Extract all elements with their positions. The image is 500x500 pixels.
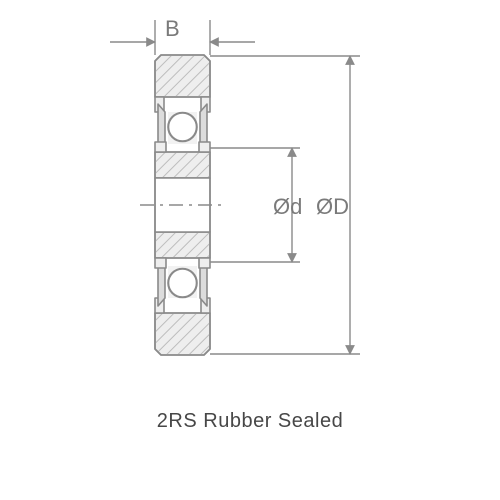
inner-ring-bottom — [155, 232, 210, 268]
caption-text: 2RS Rubber Sealed — [0, 410, 500, 433]
label-d: Ød — [273, 194, 302, 219]
outer-ring-top — [155, 55, 210, 112]
label-D: ØD — [316, 194, 349, 219]
diagram-stage: B Ød ØD 2RS Rubber Sealed — [0, 0, 500, 500]
inner-ring-top — [155, 142, 210, 178]
ball-top — [168, 112, 197, 144]
dimension-D: Ød ØD — [210, 56, 360, 354]
ball-bottom — [168, 266, 197, 298]
dimension-B: B — [110, 16, 255, 55]
label-B: B — [165, 16, 180, 41]
outer-ring-bottom — [155, 298, 210, 355]
bearing-body — [140, 55, 225, 355]
